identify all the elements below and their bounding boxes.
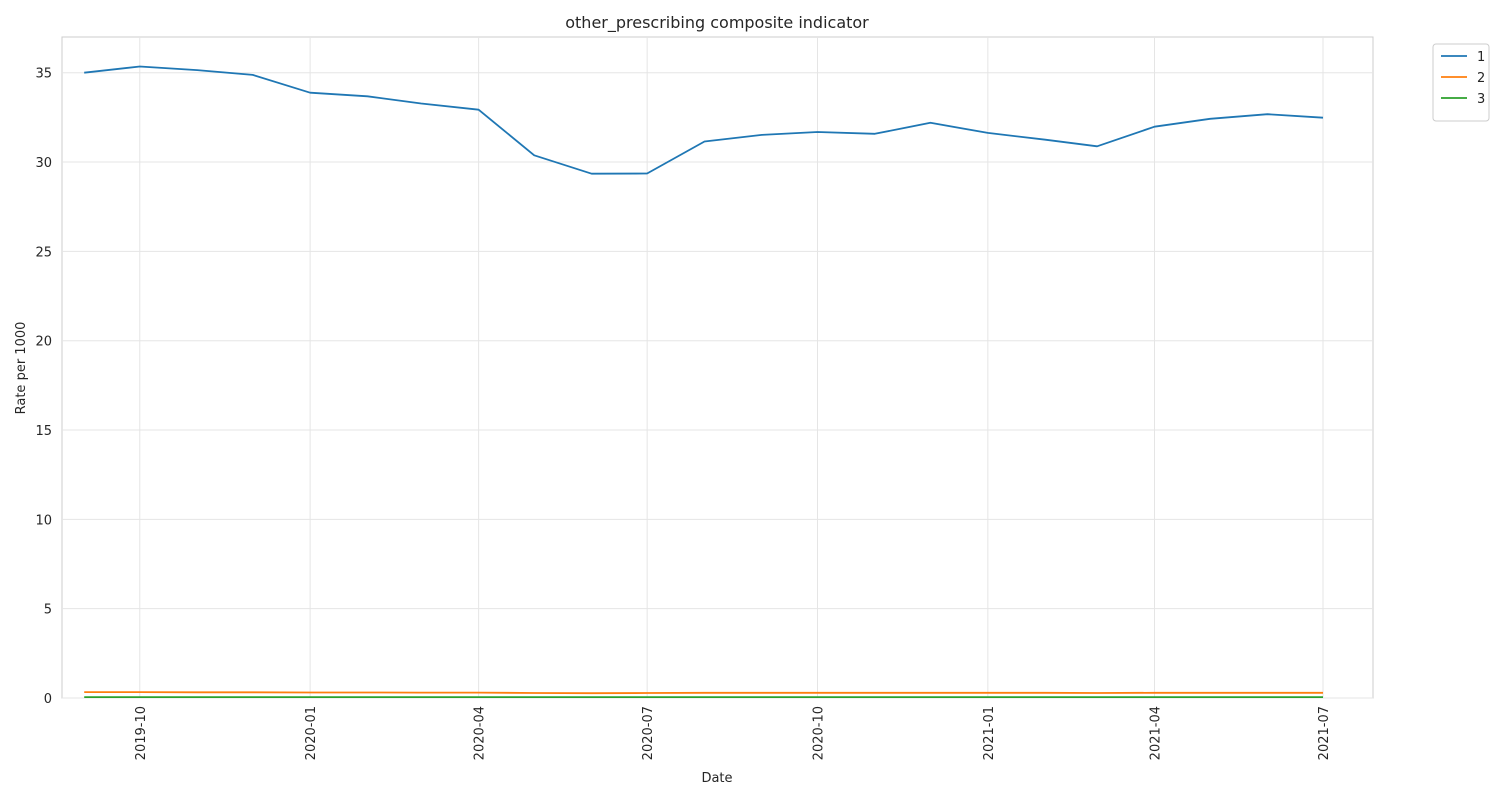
legend-label: 1 — [1477, 50, 1485, 65]
series-line-1 — [84, 65, 1324, 175]
series-line-2 — [84, 691, 1323, 695]
legend: 1 2 3 — [1432, 43, 1490, 122]
x-tick-label: 2020-10 — [811, 706, 826, 760]
legend-label: 3 — [1477, 92, 1485, 107]
y-tick-label: 5 — [44, 603, 52, 618]
x-tick-label: 2021-01 — [982, 706, 997, 760]
x-tick-label: 2020-04 — [473, 706, 488, 760]
x-tick-label: 2021-04 — [1149, 706, 1164, 760]
x-tick-label: 2020-07 — [641, 706, 656, 760]
plot-area — [61, 36, 1374, 699]
y-tick-label: 30 — [35, 156, 52, 171]
x-axis-label: Date — [701, 771, 732, 786]
y-tick-label: 25 — [35, 245, 52, 260]
chart-title: other_prescribing composite indicator — [565, 13, 869, 33]
series-lines — [84, 65, 1324, 698]
y-axis-label: Rate per 1000 — [14, 322, 29, 415]
x-tick-label: 2021-07 — [1317, 706, 1332, 760]
y-tick-label: 20 — [35, 335, 52, 350]
y-tick-label: 0 — [44, 692, 52, 707]
legend-label: 2 — [1477, 71, 1485, 86]
legend-box — [1432, 43, 1490, 122]
grid-lines — [62, 37, 1373, 699]
axes: 0 5 10 15 20 25 30 35 2019-10 2020-01 2020-04 2020-… — [35, 67, 1332, 761]
x-tick-label: 2020-01 — [304, 706, 319, 760]
y-tick-label: 10 — [35, 513, 52, 528]
x-tick-label: 2019-10 — [134, 706, 149, 760]
y-tick-label: 15 — [35, 424, 52, 439]
y-tick-label: 35 — [35, 67, 52, 82]
